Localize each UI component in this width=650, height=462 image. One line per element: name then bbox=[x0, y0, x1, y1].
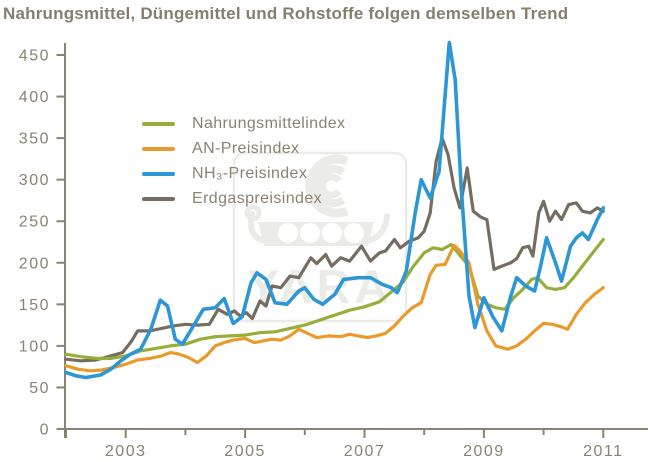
y-tick-label: 300 bbox=[19, 172, 50, 189]
legend-item-nahrungsmittelindex: Nahrungsmittelindex bbox=[142, 111, 345, 136]
x-tick-label: 2007 bbox=[344, 443, 386, 460]
x-tick-label: 2009 bbox=[463, 443, 505, 460]
x-tick-label: 2003 bbox=[105, 443, 147, 460]
legend-swatch-nahrungsmittelindex bbox=[142, 121, 175, 126]
yara-crescents-icon bbox=[305, 154, 349, 218]
legend-label-nahrungsmittelindex: Nahrungsmittelindex bbox=[192, 114, 346, 132]
y-tick-label: 50 bbox=[29, 380, 50, 397]
y-tick-label: 100 bbox=[19, 338, 50, 355]
y-tick-label: 250 bbox=[19, 214, 50, 231]
yara-ship-icon bbox=[244, 204, 390, 246]
legend-label-an-preisindex: AN-Preisindex bbox=[192, 139, 300, 157]
legend-swatch-nh3-preisindex bbox=[142, 171, 175, 176]
legend-swatch-erdgaspreisindex bbox=[142, 196, 175, 201]
chart-title: Nahrungsmittel, Düngemittel und Rohstoff… bbox=[3, 4, 569, 23]
series-line-gray bbox=[64, 136, 605, 363]
chart-legend: Nahrungsmittelindex AN-Preisindex NH₃-Pr… bbox=[142, 111, 345, 211]
y-tick-label: 350 bbox=[19, 131, 50, 148]
series-line-blue bbox=[64, 40, 606, 380]
series-line-orange bbox=[64, 243, 605, 373]
legend-item-an-preisindex: AN-Preisindex bbox=[142, 136, 345, 161]
y-tick-label: 450 bbox=[19, 48, 50, 65]
x-tick-label: 2005 bbox=[224, 443, 266, 460]
legend-label-erdgaspreisindex: Erdgaspreisindex bbox=[192, 189, 323, 207]
legend-label-nh3-preisindex: NH₃-Preisindex bbox=[192, 164, 308, 182]
y-tick-label: 200 bbox=[19, 255, 50, 272]
y-tick-label: 400 bbox=[19, 89, 50, 106]
y-tick-label: 0 bbox=[40, 422, 50, 439]
legend-item-nh3-preisindex: NH₃-Preisindex bbox=[142, 161, 345, 186]
legend-swatch-an-preisindex bbox=[142, 146, 175, 151]
legend-item-erdgaspreisindex: Erdgaspreisindex bbox=[142, 186, 345, 211]
y-tick-label: 150 bbox=[19, 297, 50, 314]
x-tick-label: 2011 bbox=[583, 443, 623, 460]
